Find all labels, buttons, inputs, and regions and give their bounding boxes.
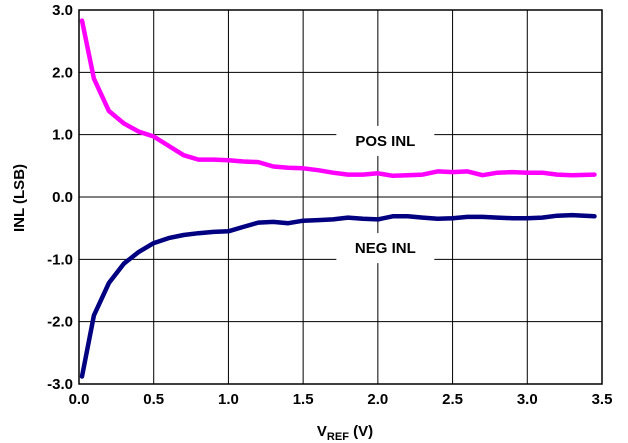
x-axis-title: VREF (V): [317, 423, 373, 443]
series-label: NEG INL: [355, 240, 416, 257]
x-tick-label: 2.0: [367, 391, 388, 408]
y-tick-label: -3.0: [47, 376, 73, 393]
y-tick-label: -2.0: [47, 314, 73, 331]
x-tick-labels: 0.0 0.5 1.0 1.5 2.0 2.5 3.0 3.5: [69, 391, 613, 408]
x-tick-label: 0.5: [143, 391, 164, 408]
y-tick-label: -1.0: [47, 251, 73, 268]
series-line-neg-inl: [79, 212, 597, 379]
x-tick-label: 1.0: [218, 391, 239, 408]
y-axis-title: INL (LSB): [11, 164, 28, 232]
series-line-pos-inl: [79, 18, 597, 179]
plot-frame: [78, 9, 603, 385]
series-label-box: [336, 233, 435, 264]
series-label: POS INL: [355, 133, 415, 150]
series-lines: [79, 18, 597, 379]
series-label-box: [336, 125, 435, 156]
x-tick-label: 3.0: [517, 391, 538, 408]
y-tick-label: 0.0: [52, 189, 73, 206]
x-tick-label: 3.5: [592, 391, 613, 408]
y-tick-labels: 3.0 2.0 1.0 0.0 -1.0 -2.0 -3.0: [47, 2, 73, 393]
x-tick-label: 1.5: [293, 391, 314, 408]
x-tick-label: 0.0: [69, 391, 90, 408]
y-tick-label: 3.0: [52, 2, 73, 19]
y-tick-label: 1.0: [52, 127, 73, 144]
grid: [78, 9, 603, 385]
x-tick-label: 2.5: [442, 391, 463, 408]
series-label-boxes: POS INL NEG INL: [336, 125, 435, 264]
y-tick-label: 2.0: [52, 64, 73, 81]
